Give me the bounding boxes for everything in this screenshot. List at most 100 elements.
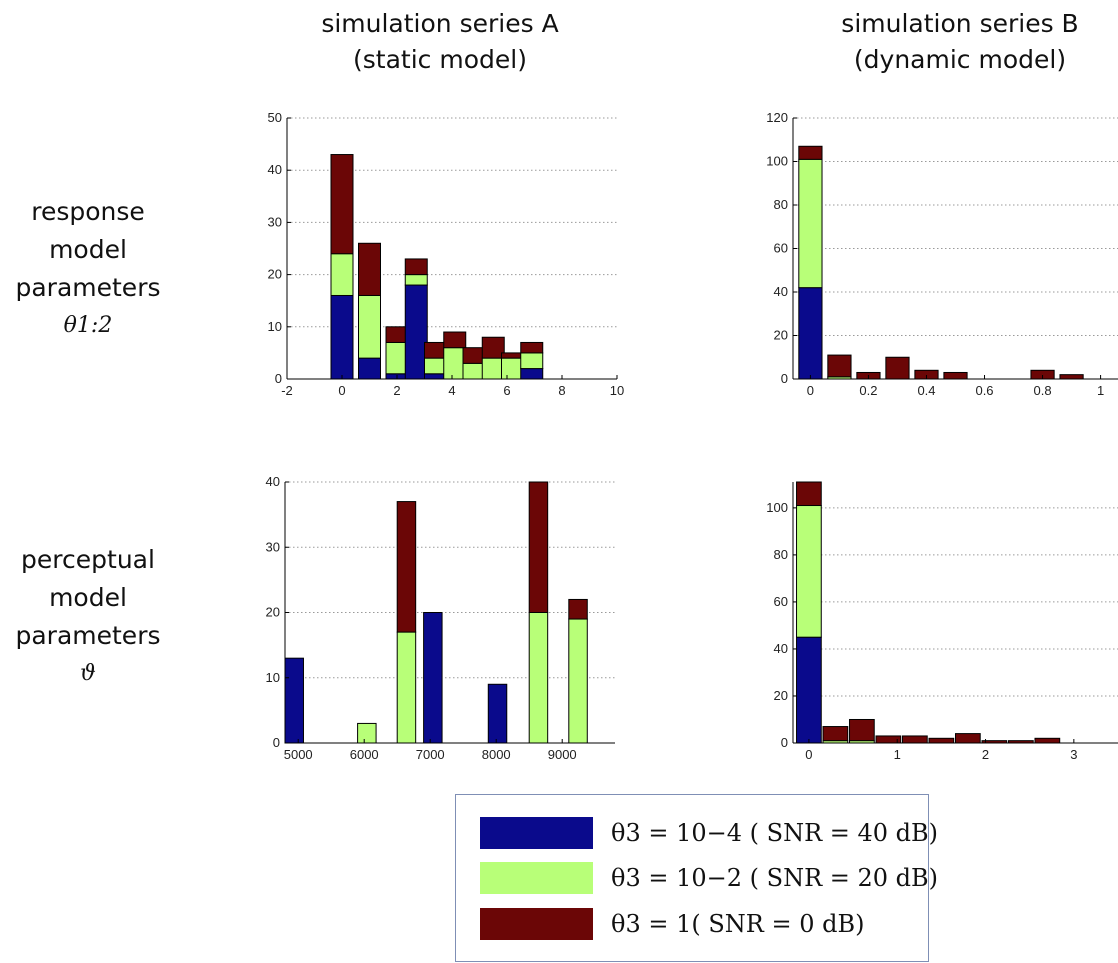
row1-symbol: θ1:2 — [63, 313, 113, 338]
chart1-bar-red — [798, 145, 823, 160]
row1-line2: model — [49, 235, 127, 264]
chart2-y-tick-label: 10 — [266, 670, 280, 685]
chart0-y-tick-label: 30 — [268, 214, 282, 229]
chart3-bar-red — [928, 737, 955, 744]
chart1-y-tick-label: 100 — [766, 154, 788, 169]
chart0-bar-red — [358, 242, 381, 296]
row1-line3: parameters — [15, 273, 161, 302]
chart2-bar-blue — [423, 612, 443, 744]
chart2-y-tick-label: 30 — [266, 539, 280, 554]
row2-line3: parameters — [15, 621, 161, 650]
chart1-y-tick-label: 80 — [774, 197, 788, 212]
chart0-x-tick-label: 10 — [610, 383, 624, 398]
chart0-bar-green — [501, 357, 524, 380]
row-label-response: response model parameters θ1:2 — [0, 193, 176, 345]
row2-symbol: ϑ — [80, 661, 96, 686]
legend: θ3 = 10−4 ( SNR = 40 dB) θ3 = 10−2 ( SNR… — [455, 794, 938, 962]
chart3-x-tick-label: 2 — [982, 747, 989, 762]
chart1-y-tick-label: 60 — [774, 241, 788, 256]
chart0-x-tick-label: -2 — [281, 383, 293, 398]
chart0-bar-green — [481, 357, 505, 380]
chart2-x-tick-label: 5000 — [284, 747, 313, 762]
chart3-x-tick-label: 1 — [894, 747, 901, 762]
chart0-bar-red — [520, 341, 544, 354]
chart0-y-tick-label: 10 — [268, 319, 282, 334]
chart1-x-tick-label: 0.8 — [1034, 383, 1052, 398]
chart3-y-tick-label: 20 — [774, 688, 788, 703]
chart2-bar-blue — [487, 683, 508, 744]
legend-swatch-red — [480, 908, 593, 940]
chart0-y-tick-label: 20 — [268, 267, 282, 282]
chart2-x-tick-label: 7000 — [416, 747, 445, 762]
chart0-bar-green — [330, 253, 354, 296]
chart0-bar-red — [404, 258, 428, 276]
chart2-bar-green — [528, 612, 549, 744]
chart1-y-tick-label: 120 — [766, 110, 788, 125]
row2-line1: perceptual — [21, 545, 155, 574]
chart0-bar-green — [443, 347, 467, 380]
chart0-bar-blue — [404, 284, 428, 380]
legend-label-blue: θ3 = 10−4 ( SNR = 40 dB) — [611, 819, 939, 847]
chart2-y-tick-label: 20 — [266, 605, 280, 620]
chart1-y-tick-label: 40 — [774, 284, 788, 299]
chart0-x-tick-label: 4 — [448, 383, 455, 398]
chart2-bar-green — [357, 722, 377, 744]
chart3-y-tick-label: 100 — [766, 500, 788, 515]
legend-label-red: θ3 = 1( SNR = 0 dB) — [611, 910, 865, 938]
chart0-y-tick-label: 0 — [275, 371, 282, 386]
chart0-bar-blue — [424, 373, 447, 380]
chart0-bar-blue — [358, 357, 381, 380]
chart0-x-tick-label: 2 — [393, 383, 400, 398]
chart0-bar-red — [385, 326, 409, 343]
chart1-bar-red — [827, 354, 852, 378]
chart3-bar-red — [1034, 737, 1061, 744]
chart0-bar-green — [424, 357, 447, 375]
chart0-bar-red — [443, 331, 467, 349]
chart1-x-tick-label: 0.4 — [917, 383, 935, 398]
chart1-x-tick-label: 0.6 — [975, 383, 993, 398]
chart2-bar-red — [396, 501, 417, 633]
chart2-bar-blue — [284, 657, 304, 744]
chart3-bar-red — [955, 733, 981, 744]
row-label-perceptual: perceptual model parameters ϑ — [0, 541, 176, 693]
legend-swatch-blue — [480, 817, 593, 849]
chart3-y-tick-label: 0 — [781, 735, 788, 750]
column-title-b-line2: (dynamic model) — [853, 45, 1067, 74]
chart0-x-tick-label: 6 — [503, 383, 510, 398]
chart0-bar-red — [481, 336, 505, 359]
chart0-bar-green — [385, 341, 409, 375]
chart1-bar-red — [885, 356, 910, 380]
chart1-bar-red — [943, 371, 968, 380]
chart0-bar-blue — [520, 368, 544, 380]
chart3-bar-red — [902, 735, 928, 744]
chart0-bar-green — [404, 274, 428, 286]
chart1-x-tick-label: 1 — [1097, 383, 1104, 398]
chart3-bar-red — [849, 718, 875, 742]
chart1-x-tick-label: 0.2 — [859, 383, 877, 398]
chart2-x-tick-label: 6000 — [350, 747, 379, 762]
chart0-bar-green — [462, 362, 486, 380]
legend-label-green: θ3 = 10−2 ( SNR = 20 dB) — [611, 864, 939, 892]
chart0-x-tick-label: 0 — [338, 383, 345, 398]
chart0-bar-green — [520, 352, 544, 370]
chart1-y-tick-label: 20 — [774, 328, 788, 343]
column-title-b-line1: simulation series B — [841, 9, 1079, 38]
chart1-x-tick-label: 0 — [807, 383, 814, 398]
chart1-bar-red — [1059, 374, 1084, 380]
chart1-y-tick-label: 0 — [781, 371, 788, 386]
chart0-bar-blue — [330, 294, 354, 380]
row2-line2: model — [49, 583, 127, 612]
chart0-bar-green — [358, 294, 381, 359]
chart2-bar-green — [568, 618, 588, 744]
chart0-y-tick-label: 50 — [268, 110, 282, 125]
chart2-bar-red — [568, 598, 588, 620]
chart0-bar-red — [330, 154, 354, 255]
chart0-bar-red — [424, 341, 447, 359]
chart3-bar-green — [796, 505, 822, 638]
chart0-bar-red — [501, 352, 524, 359]
chart3-y-tick-label: 40 — [774, 641, 788, 656]
column-title-a-line2: (static model) — [353, 45, 527, 74]
chart2-bar-green — [396, 631, 417, 744]
chart0-bar-red — [462, 347, 486, 364]
